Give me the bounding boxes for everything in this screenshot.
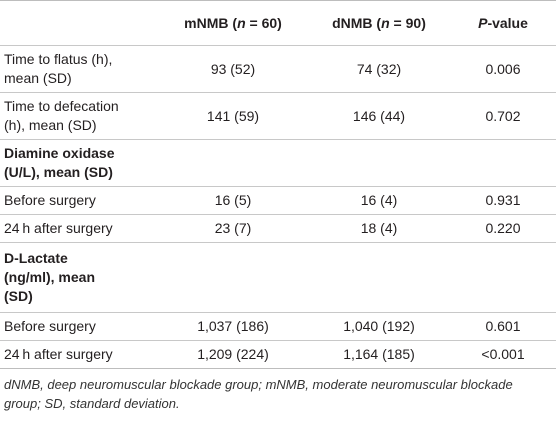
data-row: 24 h after surgery 23 (7) 18 (4) 0.220	[0, 214, 556, 243]
footnote: dNMB, deep neuromuscular blockade group;…	[0, 369, 556, 413]
section-label: D-Lactate (ng/ml), mean (SD)	[0, 242, 556, 313]
value-cell: 141 (59)	[158, 92, 308, 140]
header-text: mNMB (	[184, 14, 238, 31]
value-cell: 1,164 (185)	[308, 340, 450, 369]
label-line: 24 h after surgery	[4, 220, 113, 236]
footnote-line: group; SD, standard deviation.	[4, 396, 180, 411]
label-line: (ng/ml), mean	[4, 269, 96, 285]
row-label: Time to flatus (h), mean (SD)	[0, 45, 158, 93]
header-cell	[0, 0, 158, 46]
label-line: Diamine oxidase	[4, 145, 115, 161]
footnote-line: dNMB, deep neuromuscular blockade group;…	[4, 377, 513, 392]
header-text: dNMB (	[332, 14, 382, 31]
value-cell: 23 (7)	[158, 214, 308, 243]
data-row: 24 h after surgery 1,209 (224) 1,164 (185)…	[0, 340, 556, 369]
label-line: D-Lactate	[4, 250, 68, 266]
header-cell: P-value	[450, 0, 556, 46]
data-row: Before surgery 16 (5) 16 (4) 0.931	[0, 186, 556, 215]
header-text: P	[478, 14, 488, 31]
value-cell: 74 (32)	[308, 45, 450, 93]
label-line: mean (SD)	[4, 70, 72, 86]
section-row: Diamine oxidase (U/L), mean (SD)	[0, 139, 556, 187]
row-label: Before surgery	[0, 186, 158, 215]
label-line: (SD)	[4, 288, 33, 304]
value-cell: <0.001	[450, 340, 556, 369]
label-line: Before surgery	[4, 318, 96, 334]
row-label: 24 h after surgery	[0, 340, 158, 369]
data-row: Time to flatus (h), mean (SD) 93 (52) 74 (3…	[0, 45, 556, 93]
row-label: 24 h after surgery	[0, 214, 158, 243]
section-row: D-Lactate (ng/ml), mean (SD)	[0, 242, 556, 313]
label-line: (U/L), mean (SD)	[4, 164, 113, 180]
label-line: Time to defecation	[4, 98, 119, 114]
header-text: -value	[487, 14, 528, 31]
table-body: mNMB (n = 60) dNMB (n = 90) P-value Time…	[0, 0, 556, 369]
header-text: n	[381, 14, 390, 31]
label-line: (h), mean (SD)	[4, 117, 97, 133]
row-label: Before surgery	[0, 312, 158, 341]
value-cell: 1,040 (192)	[308, 312, 450, 341]
value-cell: 146 (44)	[308, 92, 450, 140]
value-cell: 16 (4)	[308, 186, 450, 215]
header-cell: dNMB (n = 90)	[308, 0, 450, 46]
value-cell: 0.931	[450, 186, 556, 215]
section-label: Diamine oxidase (U/L), mean (SD)	[0, 139, 556, 187]
data-row: Time to defecation (h), mean (SD) 141 (59)…	[0, 92, 556, 140]
label-line: Time to flatus (h),	[4, 51, 113, 67]
header-text: = 60)	[245, 14, 282, 31]
header-row: mNMB (n = 60) dNMB (n = 90) P-value	[0, 0, 556, 46]
row-label: Time to defecation (h), mean (SD)	[0, 92, 158, 140]
value-cell: 18 (4)	[308, 214, 450, 243]
value-cell: 1,209 (224)	[158, 340, 308, 369]
label-line: Before surgery	[4, 192, 96, 208]
value-cell: 0.601	[450, 312, 556, 341]
header-cell: mNMB (n = 60)	[158, 0, 308, 46]
header-text: n	[237, 14, 246, 31]
label-line: 24 h after surgery	[4, 346, 113, 362]
data-table: mNMB (n = 60) dNMB (n = 90) P-value Time…	[0, 0, 556, 369]
value-cell: 0.702	[450, 92, 556, 140]
value-cell: 16 (5)	[158, 186, 308, 215]
value-cell: 93 (52)	[158, 45, 308, 93]
value-cell: 0.220	[450, 214, 556, 243]
data-row: Before surgery 1,037 (186) 1,040 (192) 0.60…	[0, 312, 556, 341]
header-text: = 90)	[389, 14, 426, 31]
value-cell: 1,037 (186)	[158, 312, 308, 341]
value-cell: 0.006	[450, 45, 556, 93]
